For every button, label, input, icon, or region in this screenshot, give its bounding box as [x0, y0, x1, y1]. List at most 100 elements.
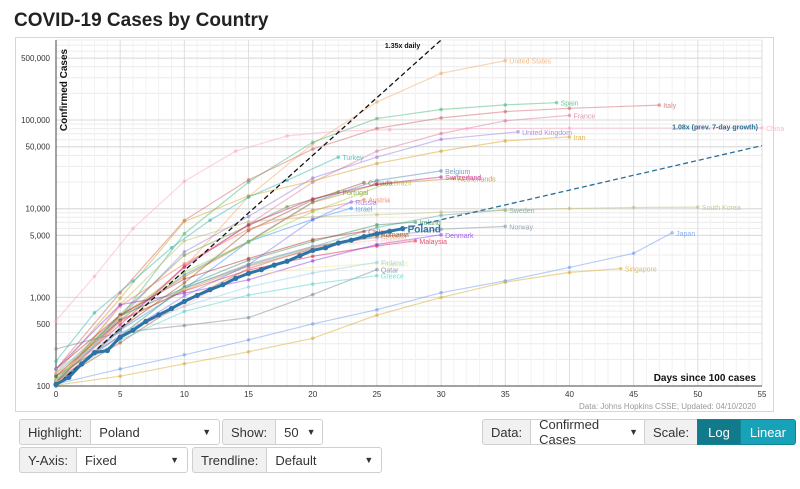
series-point	[246, 350, 251, 354]
series-point	[54, 347, 58, 351]
series-point	[246, 239, 251, 244]
series-label: Russia	[355, 200, 377, 207]
series-point	[310, 237, 315, 242]
series-point	[696, 205, 700, 209]
highlight-point	[143, 318, 149, 324]
series-label: Romania	[381, 232, 409, 239]
caret-down-icon: ▼	[306, 427, 316, 437]
series-point	[503, 208, 508, 213]
trendline-select[interactable]: Default ▼	[266, 447, 383, 473]
highlight-select[interactable]: Poland ▼	[90, 419, 221, 445]
series-point	[657, 103, 662, 107]
series-line	[55, 269, 378, 350]
trendline-value: Default	[275, 452, 317, 468]
series-point	[375, 116, 379, 121]
series-point	[182, 239, 187, 243]
series-point	[336, 190, 341, 194]
highlight-point	[297, 253, 303, 259]
series-point	[310, 140, 315, 145]
x-tick-label: 0	[54, 390, 59, 399]
trendline-control: Trendline: Default ▼	[192, 447, 383, 473]
series-point	[362, 197, 366, 202]
y-tick-label: 5,000	[30, 231, 51, 240]
series-point	[375, 223, 379, 227]
highlight-point	[284, 258, 290, 264]
series-line	[55, 156, 339, 362]
series-point	[503, 119, 508, 123]
series-point	[503, 280, 508, 285]
yaxis-control: Y-Axis: Fixed ▼	[19, 447, 188, 473]
highlight-point	[130, 327, 136, 333]
series-point	[246, 338, 251, 342]
yaxis-label: Y-Axis:	[19, 447, 76, 473]
series-label: Portugal	[342, 190, 369, 197]
series-point	[233, 149, 238, 153]
series-label: Switzerland	[445, 175, 481, 182]
series-point	[310, 200, 315, 205]
series-point	[375, 149, 379, 153]
data-select[interactable]: Confirmed Cases ▼	[530, 417, 648, 447]
highlight-point	[91, 350, 98, 356]
series-label: Singapore	[625, 267, 657, 274]
highlight-point	[104, 347, 110, 354]
series-point	[92, 274, 97, 279]
series-label: Belgium	[445, 169, 470, 176]
highlight-point	[66, 374, 72, 381]
show-label: Show:	[222, 419, 276, 445]
y-tick-label: 100	[37, 382, 51, 391]
series-point	[310, 197, 315, 201]
series-point	[375, 100, 379, 104]
series-label: Ireland	[419, 220, 441, 227]
series-label: Thailand	[381, 261, 408, 268]
series-point	[131, 226, 135, 231]
series-line	[55, 191, 339, 383]
series-point	[349, 206, 354, 211]
scale-linear-button[interactable]: Linear	[740, 419, 796, 445]
caret-down-icon: ▼	[364, 455, 374, 465]
series-point	[503, 139, 508, 143]
series-point	[439, 227, 443, 232]
series-point	[285, 178, 289, 183]
x-tick-label: 30	[437, 390, 446, 399]
series-label: Finland	[381, 260, 404, 267]
series-point	[54, 318, 58, 323]
series-point	[310, 322, 315, 326]
series-point	[464, 126, 469, 131]
scale-log-button[interactable]: Log	[697, 419, 741, 445]
highlight-point	[117, 334, 123, 340]
series-point	[54, 374, 58, 378]
y-tick-label: 1,000	[30, 293, 51, 302]
series-point	[182, 362, 187, 366]
series-point	[310, 176, 315, 180]
scale-label: Scale:	[644, 419, 698, 445]
caret-down-icon: ▼	[170, 455, 179, 465]
show-select[interactable]: 50 ▼	[275, 419, 324, 445]
yaxis-value: Fixed	[84, 452, 117, 468]
series-label: Netherlands	[458, 177, 496, 184]
data-value: Confirmed Cases	[539, 417, 600, 447]
series-point	[375, 155, 379, 159]
series-point	[310, 292, 315, 297]
series-label: Greece	[381, 274, 404, 281]
chart: 1005001,0005,00010,00050,000100,000500,0…	[21, 39, 784, 411]
series-point	[310, 217, 315, 222]
series-point	[310, 147, 315, 151]
series-point	[310, 179, 315, 183]
x-tick-label: 40	[565, 390, 574, 399]
highlight-point	[53, 381, 59, 388]
series-point	[92, 310, 97, 315]
series-point	[503, 224, 508, 229]
scale-control: Scale: Log Linear	[644, 419, 796, 445]
series-point	[310, 259, 315, 263]
series-label: Canada	[368, 181, 393, 188]
trendline-label: 1.35x daily	[385, 43, 421, 50]
series-point	[246, 315, 251, 320]
series-label: United States	[509, 59, 552, 66]
yaxis-select[interactable]: Fixed ▼	[75, 447, 188, 473]
series-point	[567, 113, 572, 118]
series-point	[246, 219, 251, 224]
series-label: South Korea	[702, 205, 741, 212]
series-point	[54, 367, 58, 371]
caret-down-icon: ▼	[629, 427, 639, 437]
series-line	[55, 268, 621, 386]
